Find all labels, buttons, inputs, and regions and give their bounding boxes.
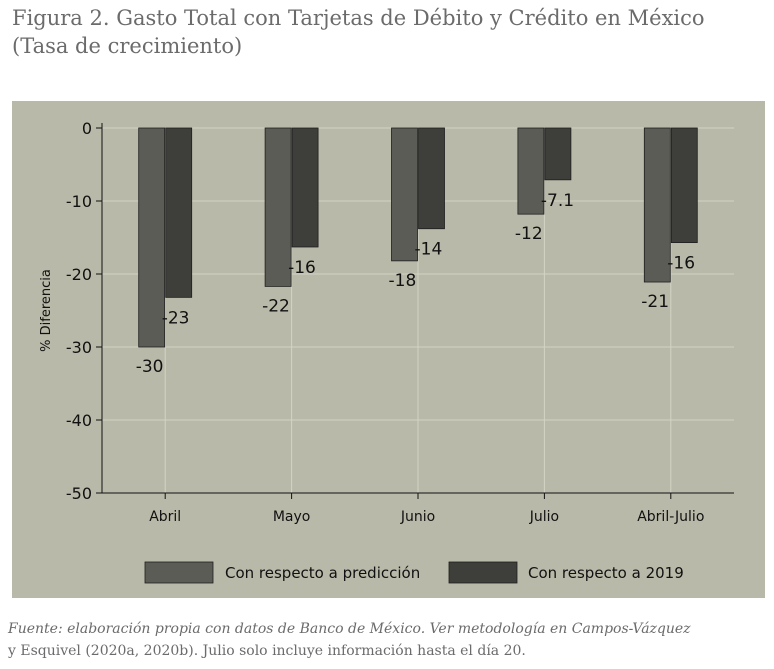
bar-value-label: -12	[515, 224, 543, 244]
bar	[138, 127, 166, 348]
chart-container: 0 -10 -20 -30 -40 -50 Abril Mayo Junio Julio Abril…	[12, 101, 765, 598]
bar-value-label: -7.1	[541, 191, 574, 211]
y-tick-label: -40	[66, 411, 92, 430]
bar	[165, 127, 193, 298]
bar	[643, 127, 671, 283]
x-tick-label: Abril-Julio	[637, 509, 704, 525]
legend: Con respecto a predicción Con respecto a …	[144, 561, 684, 584]
bar-value-label: -14	[415, 240, 443, 260]
legend-label: Con respecto a predicción	[225, 564, 420, 582]
bar-chart: 0 -10 -20 -30 -40 -50 Abril Mayo Junio Julio Abril…	[12, 101, 765, 598]
y-tick-label: 0	[82, 119, 92, 138]
figure-title-line-2: (Tasa de crecimiento)	[12, 34, 243, 58]
x-tick-label: Abril	[149, 509, 181, 525]
bar-value-label: -22	[262, 296, 290, 316]
legend-swatch	[448, 561, 518, 584]
bar	[418, 127, 445, 230]
bar	[264, 127, 292, 287]
figure-title-line-1: Figura 2. Gasto Total con Tarjetas de Dé…	[12, 6, 705, 30]
bar-value-label: -16	[288, 258, 316, 278]
bar-value-label: -21	[641, 292, 669, 312]
bar	[291, 127, 319, 248]
bar-value-label: -23	[162, 308, 190, 328]
bar-value-label: -18	[389, 271, 417, 291]
source-line-1: Fuente: elaboración propia con datos de …	[8, 621, 691, 637]
x-tick-label: Julio	[529, 509, 559, 525]
source-line-2: y Esquivel (2020a, 2020b). Julio solo in…	[8, 643, 526, 659]
source-note: Fuente: elaboración propia con datos de …	[8, 618, 774, 662]
figure-title: Figura 2. Gasto Total con Tarjetas de Dé…	[12, 4, 767, 60]
chart-background	[12, 101, 765, 598]
bar	[391, 127, 418, 262]
bar	[670, 127, 698, 244]
bar-value-label: -30	[136, 357, 164, 377]
legend-swatch	[144, 561, 214, 584]
y-tick-label: -30	[66, 338, 92, 357]
y-tick-label: -20	[66, 265, 92, 284]
bar	[544, 127, 572, 181]
y-tick-label: -50	[66, 484, 92, 503]
x-tick-label: Junio	[400, 509, 435, 525]
bar	[517, 127, 545, 215]
bar-value-label: -16	[667, 254, 695, 274]
legend-label: Con respecto a 2019	[528, 564, 684, 582]
y-tick-label: -10	[66, 192, 92, 211]
x-tick-label: Mayo	[273, 509, 311, 525]
y-axis-label: % Diferencia	[39, 269, 54, 352]
